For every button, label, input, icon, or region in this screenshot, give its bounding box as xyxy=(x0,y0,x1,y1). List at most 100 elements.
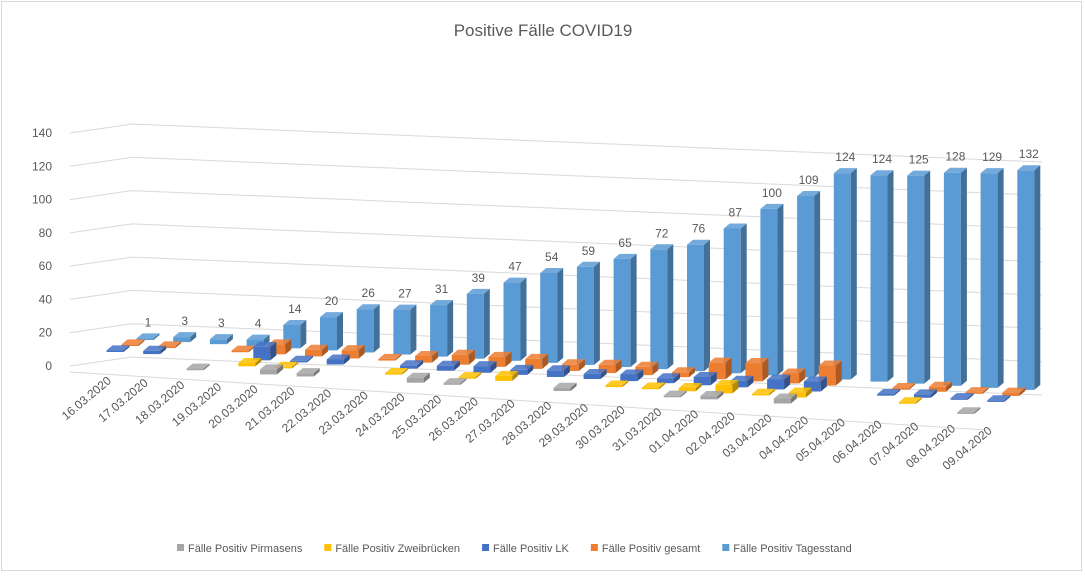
bar-front xyxy=(406,377,424,383)
data-label: 39 xyxy=(472,271,486,285)
bar-front xyxy=(892,388,910,390)
bar-side xyxy=(563,365,570,377)
bar xyxy=(231,345,255,353)
bar-side xyxy=(747,375,754,388)
bar-top xyxy=(143,345,167,351)
bar-front xyxy=(400,365,418,369)
bar-top xyxy=(546,365,570,371)
bar-side xyxy=(909,383,916,390)
bar-top xyxy=(231,345,255,351)
bar-side xyxy=(637,369,644,382)
bar xyxy=(797,191,821,378)
bar-side xyxy=(593,261,600,365)
bar-side xyxy=(307,355,313,363)
bar xyxy=(913,389,937,398)
bar-front xyxy=(943,172,961,386)
bar xyxy=(788,387,812,398)
bar-front xyxy=(803,381,821,392)
bar-side xyxy=(717,391,724,400)
bar-top xyxy=(283,320,307,326)
bar-front xyxy=(296,373,314,377)
x-axis: 16.03.202017.03.202018.03.202019.03.2020… xyxy=(59,373,995,472)
bar-front xyxy=(678,387,696,392)
bar-front xyxy=(657,378,674,384)
bar xyxy=(987,395,1011,402)
bar-side xyxy=(689,367,695,378)
bar-front xyxy=(1002,392,1020,396)
bar xyxy=(385,367,409,375)
bar-front xyxy=(980,173,998,388)
bar-top xyxy=(209,334,233,340)
bar-side xyxy=(423,372,430,383)
bar-front xyxy=(788,392,806,398)
bar xyxy=(752,388,776,396)
bar-side xyxy=(138,339,145,346)
bar-front xyxy=(136,338,154,340)
bar-side xyxy=(814,191,821,378)
bar xyxy=(663,390,687,398)
series-f-lle-positiv-pirmasens xyxy=(186,363,981,414)
y-tick-label: 80 xyxy=(39,226,53,240)
bar-front xyxy=(525,358,543,369)
bar-side xyxy=(292,361,298,369)
bar-side xyxy=(974,407,981,414)
bar-front xyxy=(443,383,461,385)
bar-front xyxy=(430,305,448,357)
bar-top xyxy=(576,261,600,267)
bar-front xyxy=(620,374,638,382)
bar xyxy=(209,334,233,345)
data-label: 72 xyxy=(655,226,669,240)
bar-front xyxy=(553,387,571,392)
bar-side xyxy=(732,380,739,394)
data-label: 129 xyxy=(982,150,1002,164)
bar-side xyxy=(337,312,343,351)
bar-front xyxy=(385,372,403,375)
bar xyxy=(473,361,497,373)
bar-side xyxy=(930,389,937,398)
bar-front xyxy=(928,386,946,392)
bar xyxy=(415,350,439,363)
gridline xyxy=(69,190,1043,230)
bar-top xyxy=(708,357,732,363)
bar xyxy=(378,353,402,361)
bar xyxy=(290,355,313,363)
bar-front xyxy=(965,392,983,394)
bar-front xyxy=(268,344,286,355)
bar-top xyxy=(687,239,710,245)
bar xyxy=(892,383,916,390)
bar-top xyxy=(341,345,365,351)
bar-side xyxy=(203,363,210,371)
bar-top xyxy=(540,268,564,274)
gridline xyxy=(69,123,1043,163)
bar-top xyxy=(898,397,922,403)
bar-front xyxy=(231,350,249,353)
bar-top xyxy=(870,170,894,176)
bar-top xyxy=(443,378,467,384)
series-f-lle-positiv-zweibr-cken xyxy=(238,357,922,404)
legend-swatch xyxy=(722,544,730,551)
bar-side xyxy=(313,368,320,377)
bar-top xyxy=(553,382,577,388)
bar-side xyxy=(570,382,577,392)
bar xyxy=(253,342,277,361)
bar-side xyxy=(695,382,702,392)
data-label: 31 xyxy=(435,282,449,296)
bar-side xyxy=(417,360,424,369)
bar xyxy=(635,361,659,376)
bar-top xyxy=(663,390,687,396)
chart-title: Positive Fälle COVID19 xyxy=(454,21,633,40)
bar-front xyxy=(341,350,359,359)
bar xyxy=(393,304,417,355)
bar xyxy=(642,382,665,390)
bar xyxy=(430,300,454,357)
bar xyxy=(598,359,622,374)
bar xyxy=(957,407,981,414)
data-label: 125 xyxy=(909,153,929,167)
bar-side xyxy=(557,268,564,363)
bar xyxy=(928,381,952,392)
bar-side xyxy=(468,349,475,365)
bar xyxy=(296,368,320,377)
data-label: 128 xyxy=(945,150,965,164)
bar-top xyxy=(503,277,527,283)
bar xyxy=(1002,387,1026,396)
